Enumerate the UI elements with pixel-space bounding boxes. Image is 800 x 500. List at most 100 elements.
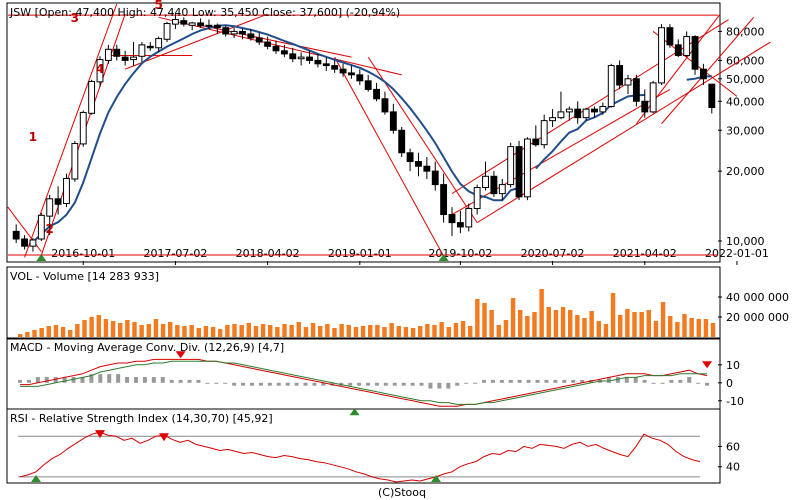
macd-histogram-bar	[80, 377, 85, 383]
candle-body	[180, 20, 188, 25]
candle-body	[163, 23, 171, 40]
candle-body	[155, 38, 163, 49]
macd-histogram-bar	[535, 379, 540, 383]
candle-body	[565, 108, 573, 113]
volume-bar	[189, 325, 194, 337]
buy-signal-marker	[438, 254, 449, 261]
candle-body	[641, 100, 649, 113]
macd-histogram-bar	[53, 377, 58, 383]
candle-body	[691, 36, 699, 70]
candle-body	[171, 19, 179, 25]
candle-body	[406, 152, 414, 163]
candle-body	[473, 187, 481, 210]
macd-histogram-bar	[169, 379, 174, 383]
price-y-tick-label: 50,000	[726, 73, 765, 86]
volume-bar	[18, 334, 23, 337]
rsi-line	[19, 431, 701, 483]
volume-bar	[325, 324, 330, 337]
macd-histogram-bar	[35, 377, 40, 383]
sell-signal-marker	[175, 351, 186, 359]
volume-bar	[182, 326, 187, 337]
trend-line	[451, 88, 671, 215]
macd-line	[20, 358, 708, 407]
macd-histogram-bar	[151, 377, 156, 383]
macd-histogram-bar	[615, 377, 620, 383]
candle-body	[649, 82, 657, 113]
volume-bar	[346, 325, 351, 337]
macd-histogram-bar	[499, 379, 504, 383]
macd-histogram-bar	[455, 382, 460, 386]
macd-panel-title: MACD - Moving Average Conv. Div. (12,26,…	[10, 341, 284, 354]
price-y-tick-label: 20,000	[726, 165, 765, 178]
volume-bar	[682, 314, 687, 337]
macd-histogram-bar	[446, 382, 451, 389]
volume-bar	[410, 328, 416, 337]
volume-bar	[39, 328, 44, 337]
rsi-panel: 60 40	[18, 430, 740, 483]
candle-body	[616, 65, 624, 86]
candle-body	[138, 44, 146, 57]
rsi-panel-title: RSI - Relative Strength Index (14,30,70)…	[10, 412, 273, 425]
volume-bar	[618, 315, 623, 337]
macd-histogram-bar	[62, 377, 67, 383]
volume-bar	[460, 321, 466, 337]
volume-bar	[132, 322, 137, 337]
wave-label: 2	[46, 222, 54, 236]
macd-histogram-bar	[178, 379, 183, 383]
macd-histogram-bar	[464, 382, 469, 384]
candle-body	[71, 143, 79, 180]
macd-histogram-bar	[437, 382, 442, 389]
sell-signal-marker	[159, 433, 169, 442]
price-panel-frame	[6, 2, 721, 263]
volume-bar	[282, 324, 287, 337]
sell-signal-marker	[95, 430, 105, 439]
macd-histogram-bar	[294, 382, 299, 386]
volume-bar	[360, 326, 366, 337]
rsi-y-tick-label: 40	[726, 461, 740, 474]
volume-bar	[632, 312, 637, 337]
volume-bar	[96, 315, 101, 337]
moving-average-line	[686, 75, 712, 81]
macd-histogram-bar	[267, 382, 272, 386]
candle-body	[79, 111, 87, 145]
volume-bar	[432, 325, 437, 337]
macd-histogram-bar	[660, 382, 665, 384]
macd-histogram-bar	[258, 382, 263, 386]
volume-bar	[503, 320, 509, 337]
volume-bar	[203, 326, 209, 337]
volume-bar	[710, 323, 716, 337]
macd-histogram-bar	[419, 382, 424, 386]
candle-body	[88, 80, 96, 114]
rsi-y-tick-label: 60	[726, 440, 740, 453]
price-x-tick-label: 2017-07-02	[143, 247, 207, 260]
macd-histogram-bar	[303, 382, 308, 386]
candle-body	[29, 239, 37, 247]
volume-bar	[253, 326, 259, 337]
candle-body	[532, 138, 540, 146]
price-x-tick-label: 2016-10-01	[51, 247, 115, 260]
macd-histogram-bar	[473, 382, 478, 384]
buy-signal-marker	[31, 475, 41, 482]
macd-histogram-bar	[705, 382, 710, 386]
volume-bar	[382, 327, 387, 337]
volume-y-tick-label: 20 000 000	[726, 311, 789, 324]
candle-body	[557, 111, 565, 119]
volume-panel-title: VOL - Volume [14 283 933]	[10, 270, 159, 283]
volume-bar	[646, 310, 651, 337]
price-x-tick-label: 2022-01-01	[705, 247, 769, 260]
candle-body	[96, 59, 104, 83]
volume-bar	[296, 322, 301, 337]
price-y-tick-label: 10,000	[726, 235, 765, 248]
price-panel: 10,000 20,000 30,000 40,000 50,000 60,000 80,0…	[7, 0, 771, 265]
rsi-panel-frame	[6, 408, 721, 484]
volume-panel: 20 000 000 40 000 000	[18, 289, 789, 337]
volume-bar	[110, 321, 116, 337]
macd-histogram-bar	[285, 382, 290, 386]
candle-body	[683, 36, 691, 56]
candle-body	[230, 30, 238, 35]
volume-bar	[453, 323, 459, 337]
volume-bar	[703, 319, 709, 337]
macd-histogram-bar	[374, 382, 379, 386]
candle-body	[239, 30, 246, 35]
wave-label: 3	[71, 11, 79, 25]
